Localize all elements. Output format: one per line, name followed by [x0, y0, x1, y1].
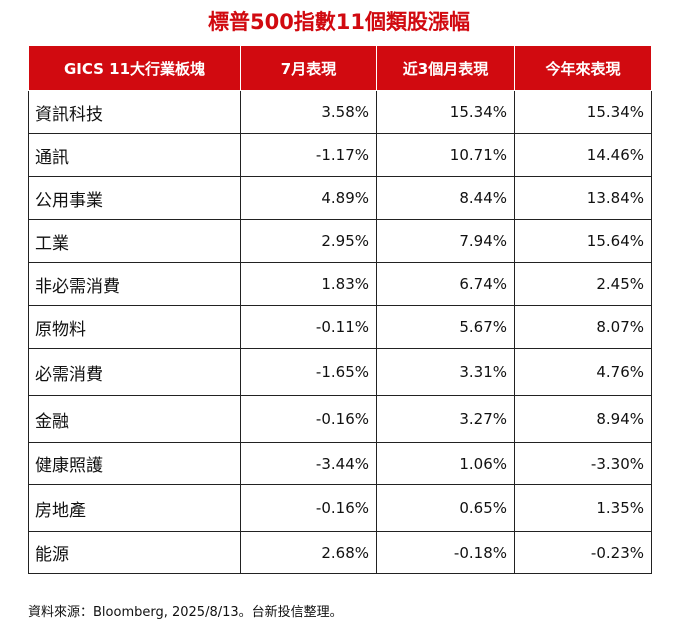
- ytd-value: 8.07%: [514, 305, 652, 349]
- july-value: -3.44%: [240, 442, 377, 485]
- sector-name: 非必需消費: [28, 262, 241, 306]
- july-value: -0.16%: [240, 395, 377, 443]
- header-ytd: 今年來表現: [514, 45, 652, 91]
- sector-name: 能源: [28, 531, 241, 574]
- table-row: 原物料 -0.11% 5.67% 8.07%: [28, 305, 652, 349]
- three-month-value: 6.74%: [376, 262, 515, 306]
- three-month-value: 10.71%: [376, 133, 515, 177]
- three-month-value: 8.44%: [376, 176, 515, 220]
- sector-name: 房地產: [28, 484, 241, 532]
- july-value: 2.95%: [240, 219, 377, 263]
- table-row: 能源 2.68% -0.18% -0.23%: [28, 531, 652, 574]
- three-month-value: 1.06%: [376, 442, 515, 485]
- july-value: 2.68%: [240, 531, 377, 574]
- table-row: 房地產 -0.16% 0.65% 1.35%: [28, 484, 652, 532]
- table-row: 工業 2.95% 7.94% 15.64%: [28, 219, 652, 263]
- july-value: -0.16%: [240, 484, 377, 532]
- sector-name: 工業: [28, 219, 241, 263]
- header-3-months: 近3個月表現: [376, 45, 515, 91]
- sector-name: 金融: [28, 395, 241, 443]
- header-sector: GICS 11大行業板塊: [28, 45, 241, 91]
- ytd-value: -3.30%: [514, 442, 652, 485]
- table-row: 資訊科技 3.58% 15.34% 15.34%: [28, 90, 652, 134]
- table-row: 健康照護 -3.44% 1.06% -3.30%: [28, 442, 652, 485]
- ytd-value: 15.34%: [514, 90, 652, 134]
- table-row: 金融 -0.16% 3.27% 8.94%: [28, 395, 652, 443]
- ytd-value: 4.76%: [514, 348, 652, 396]
- ytd-value: 1.35%: [514, 484, 652, 532]
- three-month-value: 3.31%: [376, 348, 515, 396]
- three-month-value: 0.65%: [376, 484, 515, 532]
- sector-name: 公用事業: [28, 176, 241, 220]
- three-month-value: -0.18%: [376, 531, 515, 574]
- table-row: 公用事業 4.89% 8.44% 13.84%: [28, 176, 652, 220]
- table-title: 標普500指數11個類股漲幅: [207, 10, 471, 34]
- table-row: 非必需消費 1.83% 6.74% 2.45%: [28, 262, 652, 306]
- july-value: 4.89%: [240, 176, 377, 220]
- sector-name: 必需消費: [28, 348, 241, 396]
- ytd-value: 8.94%: [514, 395, 652, 443]
- table-body: 資訊科技 3.58% 15.34% 15.34% 通訊 -1.17% 10.71% 14.46…: [28, 90, 652, 574]
- header-row: GICS 11大行業板塊 7月表現 近3個月表現 今年來表現: [28, 45, 652, 91]
- sector-name: 通訊: [28, 133, 241, 177]
- table-header: GICS 11大行業板塊 7月表現 近3個月表現 今年來表現: [28, 45, 652, 91]
- three-month-value: 7.94%: [376, 219, 515, 263]
- three-month-value: 5.67%: [376, 305, 515, 349]
- july-value: -1.65%: [240, 348, 377, 396]
- table-row: 必需消費 -1.65% 3.31% 4.76%: [28, 348, 652, 396]
- ytd-value: 15.64%: [514, 219, 652, 263]
- ytd-value: -0.23%: [514, 531, 652, 574]
- header-july: 7月表現: [240, 45, 377, 91]
- july-value: 3.58%: [240, 90, 377, 134]
- july-value: 1.83%: [240, 262, 377, 306]
- july-value: -1.17%: [240, 133, 377, 177]
- ytd-value: 14.46%: [514, 133, 652, 177]
- source-note: 資料來源：Bloomberg, 2025/8/13。台新投信整理。: [28, 605, 343, 620]
- sector-name: 健康照護: [28, 442, 241, 485]
- three-month-value: 3.27%: [376, 395, 515, 443]
- ytd-value: 13.84%: [514, 176, 652, 220]
- july-value: -0.11%: [240, 305, 377, 349]
- three-month-value: 15.34%: [376, 90, 515, 134]
- table-row: 通訊 -1.17% 10.71% 14.46%: [28, 133, 652, 177]
- sector-performance-table: GICS 11大行業板塊 7月表現 近3個月表現 今年來表現 資訊科技 3.58%…: [28, 45, 652, 574]
- ytd-value: 2.45%: [514, 262, 652, 306]
- sector-name: 資訊科技: [28, 90, 241, 134]
- sector-name: 原物料: [28, 305, 241, 349]
